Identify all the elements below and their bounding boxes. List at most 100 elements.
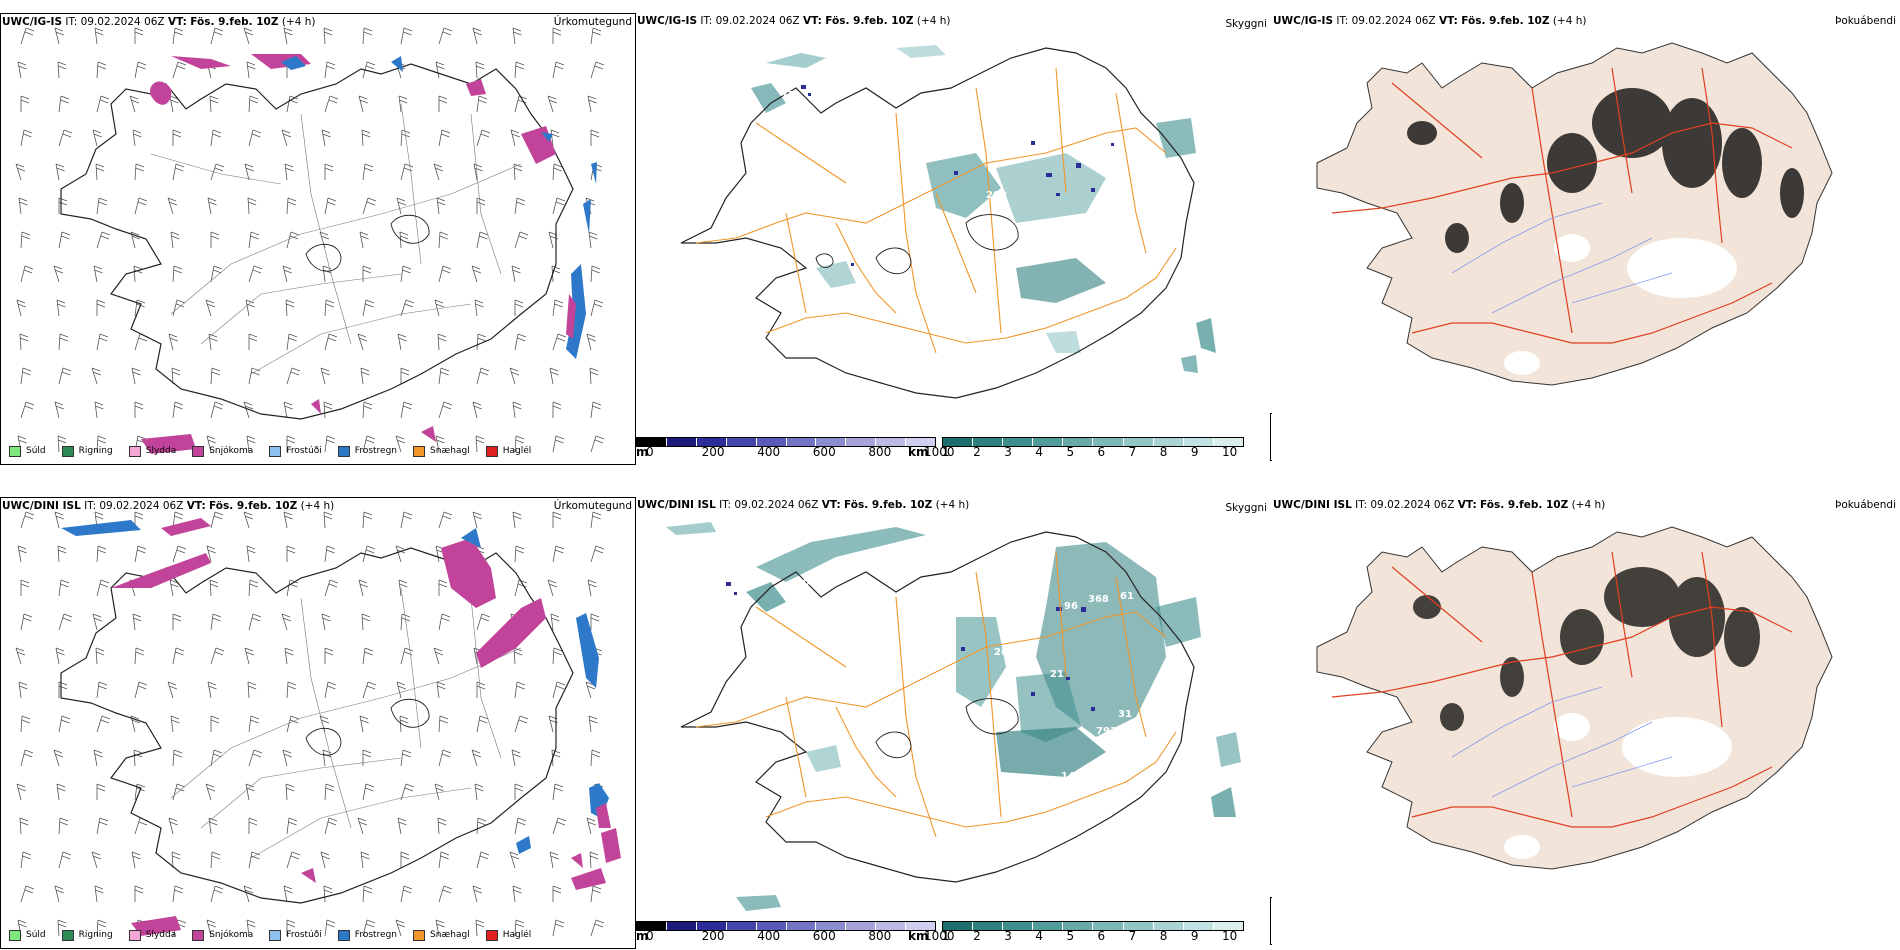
wind-barb [438,579,448,596]
panel-label-precip-top: Úrkomutegund [553,16,632,28]
legend-swatch [9,445,21,457]
map-value-label: 793 [1096,726,1117,737]
colorbar-tick: 800 [868,929,892,943]
wind-barb [281,613,292,631]
map-value-label: 14 [1061,771,1075,782]
wind-barb [590,919,605,937]
wind-barb [474,299,484,317]
colorbar-tick: 0 [646,929,654,943]
colorbar-tick: 800 [868,445,892,459]
wind-barb [438,129,451,147]
wind-barb [438,401,453,419]
wind-barb [590,401,602,419]
wind-barb [134,401,144,418]
wind-barb [472,511,482,529]
colorbar-segment [756,438,787,446]
wind-barb [57,919,67,937]
wind-barb [324,61,336,79]
wind-barb [132,613,142,631]
colorbar-tick: 400 [757,445,781,459]
wind-barb [19,817,29,835]
colorbar-segment [876,922,907,930]
wind-barb [324,545,336,563]
wind-barb [438,885,453,903]
wind-barb [547,579,558,597]
wind-barb [552,27,562,44]
panel-label-visibility-bottom: Skyggni [1225,502,1268,514]
wind-barb [54,401,64,419]
colorbar-tick: 6 [1097,929,1106,943]
wind-barb [323,511,333,529]
colorbar-segment [906,438,936,446]
panel-title-fog-bottom: UWC/DINI ISL IT: 09.02.2024 06Z VT: Fös.… [1273,499,1606,511]
panel-title-precip-bottom: UWC/DINI ISL IT: 09.02.2024 06Z VT: Fös.… [2,500,335,512]
legend-label: Snæhagl [430,930,470,940]
wind-barb [509,851,520,869]
wind-barb [395,435,406,453]
wind-barb [20,27,35,45]
wind-barb [360,851,370,869]
wind-barb [436,197,446,215]
colorbar-segment [1213,922,1243,930]
map-value-label: 209 [986,190,1007,201]
wind-barb [435,435,445,453]
legend-label: Snjókoma [209,446,254,456]
wind-barb [17,61,27,79]
colorbar-segment [906,922,936,930]
wind-barb [552,401,562,418]
height-colorbar-top [636,437,936,447]
wind-barb [362,783,375,801]
map-value-label: 96 [1064,601,1078,612]
wind-barb [96,545,107,563]
wind-barb [243,27,254,45]
wind-barb [168,333,178,351]
wind-barb [20,129,33,147]
colorbar-tick: 200 [701,445,725,459]
wind-barb [473,163,483,181]
wind-barb [437,817,447,835]
colorbar-segment [1093,438,1124,446]
map-value-label: 21 [1050,669,1064,680]
wind-barb [210,367,221,385]
wind-barb [435,61,445,79]
wind-barb [552,435,565,453]
iceland-map-fog-top [1316,42,1833,386]
wind-barb [362,27,373,45]
wind-barb [245,299,255,317]
colorbar-tick: 9 [1190,445,1199,459]
wind-barb [20,579,30,596]
wind-barb [322,265,332,283]
wind-barb [58,129,73,147]
wind-barb [172,783,186,801]
wind-barb [285,783,295,801]
wind-barb [247,197,257,215]
wind-barb [438,715,449,733]
wind-barb [476,817,487,835]
wind-barb [94,885,104,903]
wind-barb [549,851,559,869]
legend-item-3: Snjókoma [186,929,253,941]
wind-barb [94,27,104,45]
wind-barb [54,27,64,45]
wind-barb [170,715,180,733]
colorbar-segment [666,438,697,446]
precip-legend-top: Súld Rigning Slydda Snjókoma Frostúði Frostre… [3,442,541,460]
wind-barb [169,579,179,597]
wind-barb [362,299,375,317]
wind-barb [514,783,524,800]
wind-barb [511,265,521,283]
wind-barb [172,749,183,767]
legend-swatch [269,929,282,941]
wind-barb [286,95,299,113]
wind-barb [54,511,64,529]
panel-title-visibility-top: UWC/IG-IS IT: 09.02.2024 06Z VT: Fös. 9.… [637,15,951,27]
wind-barb [167,197,178,215]
wind-barb [552,299,564,317]
legend-swatch [192,445,205,457]
legend-item-1: Rigning [56,929,113,941]
wind-barb [248,749,263,767]
wind-barb [170,231,180,249]
colorbar-segment [1123,922,1154,930]
wind-barb [167,681,178,699]
wind-barb [248,231,260,249]
